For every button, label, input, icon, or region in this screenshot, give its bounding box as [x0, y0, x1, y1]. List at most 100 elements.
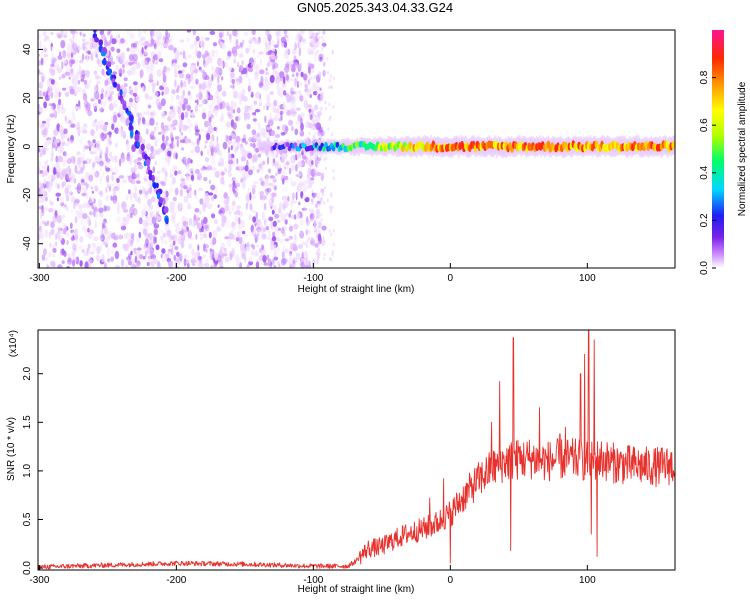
- spectrogram-speckle: [216, 95, 222, 104]
- spectrogram-speckle: [238, 236, 243, 245]
- spectrogram-speckle: [288, 235, 293, 240]
- spectrogram-speckle: [234, 76, 237, 82]
- spectrogram-speckle: [324, 186, 326, 190]
- spectrogram-speckle: [84, 100, 89, 108]
- spectrogram-speckle: [236, 231, 241, 239]
- spectrogram-speckle: [300, 191, 304, 199]
- spectrogram-speckle: [256, 37, 261, 46]
- spectrogram-speckle: [64, 187, 69, 196]
- spectrogram-speckle: [294, 42, 298, 51]
- spectrogram-speckle: [290, 214, 294, 220]
- spectrogram-speckle: [142, 85, 145, 93]
- spectrogram-speckle: [232, 109, 236, 114]
- spectrogram-speckle: [174, 170, 178, 176]
- spectrogram-speckle: [246, 123, 251, 130]
- spectrogram-speckle: [134, 85, 138, 94]
- spectrogram-speckle: [84, 69, 91, 76]
- spectrogram-speckle: [44, 169, 48, 176]
- spectrogram-speckle: [57, 109, 61, 114]
- spectrogram-speckle: [199, 198, 204, 205]
- spectrogram-speckle: [259, 194, 264, 201]
- spectrogram-speckle: [168, 260, 173, 268]
- spectrogram-speckle: [303, 206, 308, 211]
- spectrogram-speckle: [97, 75, 102, 80]
- spectrogram-speckle: [235, 254, 240, 263]
- spectrogram-diagonal-feature: [145, 159, 151, 167]
- spectrogram-speckle: [180, 174, 184, 184]
- spectrogram-speckle: [234, 146, 238, 154]
- spectrogram-speckle: [220, 171, 225, 176]
- spectrogram-speckle: [145, 222, 149, 226]
- spectrogram-speckle: [78, 100, 81, 107]
- spectrogram-speckle: [186, 187, 193, 192]
- spectrogram-speckle: [109, 151, 113, 157]
- spectrogram-speckle: [241, 88, 246, 96]
- spectrogram-speckle: [262, 227, 266, 233]
- spectrogram-speckle: [320, 136, 323, 140]
- spectrogram-speckle: [183, 185, 188, 190]
- spectrogram-speckle: [282, 258, 288, 264]
- spectrogram-speckle: [183, 195, 189, 203]
- spectrogram-speckle: [75, 209, 78, 215]
- spectrogram-speckle: [250, 165, 256, 171]
- spectrogram-speckle: [134, 42, 137, 49]
- spectrogram-speckle: [299, 262, 304, 267]
- spectrogram-speckle: [331, 205, 334, 210]
- spectrogram-speckle: [131, 103, 137, 109]
- spectrogram-speckle: [290, 155, 296, 164]
- spectrogram-speckle: [194, 145, 200, 153]
- spectrogram-speckle: [231, 78, 235, 85]
- spectrogram-speckle: [236, 77, 241, 86]
- snr-y-label: SNR (10 * v/v): [6, 417, 17, 481]
- spectrogram-speckle: [156, 170, 161, 175]
- spectrogram-speckle: [136, 263, 140, 268]
- spectrogram-speckle: [64, 204, 67, 208]
- spectrogram-speckle: [38, 147, 41, 153]
- spectrogram-speckle: [243, 254, 247, 263]
- spectrogram-speckle: [89, 151, 95, 155]
- spectrogram-speckle: [48, 77, 53, 81]
- spectrogram-speckle: [150, 130, 155, 136]
- spectrogram-speckle: [178, 121, 183, 130]
- spectrogram-speckle: [112, 187, 118, 192]
- spectrogram-speckle: [224, 61, 228, 68]
- spectrogram-speckle: [162, 74, 167, 83]
- spectrogram-speckle: [52, 247, 57, 253]
- spectrogram-speckle: [38, 90, 44, 98]
- spectrogram-ridge-halo: [264, 141, 269, 154]
- spectrogram-speckle: [295, 81, 298, 87]
- spectrogram-speckle: [246, 264, 250, 268]
- spectrogram-speckle: [202, 99, 208, 105]
- spectrogram-speckle: [202, 227, 207, 235]
- spectrogram-speckle: [260, 75, 264, 85]
- spectrogram-speckle: [321, 126, 324, 130]
- spectrogram-speckle: [49, 230, 55, 236]
- spectrogram-speckle: [313, 220, 316, 224]
- spectrogram-speckle: [273, 158, 276, 164]
- spectrogram-speckle: [129, 32, 135, 40]
- spectrogram-speckle: [290, 263, 295, 268]
- spectrogram-speckle: [92, 243, 97, 252]
- spectrogram-speckle: [164, 225, 170, 231]
- spectrogram-speckle: [243, 96, 248, 102]
- spectrogram-speckle: [282, 104, 286, 109]
- snr-x-tick-label: -300: [29, 575, 49, 586]
- spectrogram-speckle: [38, 151, 43, 159]
- spectrogram-speckle: [291, 73, 295, 78]
- spectrogram-speckle: [76, 151, 81, 156]
- spectrogram-speckle: [204, 120, 209, 128]
- figure-title: GN05.2025.343.04.33.G24: [297, 0, 453, 15]
- spectrogram-x-axis: -300 -200 -100 0 100: [29, 263, 596, 284]
- spectrogram-speckle: [152, 56, 155, 64]
- spectrogram-speckle: [204, 145, 207, 149]
- spectrogram-speckle: [82, 38, 86, 42]
- spectrogram-speckle: [64, 117, 70, 125]
- spectrogram-speckle: [129, 157, 132, 166]
- spectrogram-speckle: [330, 74, 333, 78]
- spectrogram-speckle: [331, 249, 334, 254]
- spectrogram-speckle: [265, 124, 268, 131]
- spectrogram-speckle: [130, 263, 137, 268]
- spectrogram-x-tick-label: 0: [448, 273, 454, 284]
- spectrogram-speckle: [276, 35, 279, 41]
- spectrogram-speckle: [128, 260, 132, 266]
